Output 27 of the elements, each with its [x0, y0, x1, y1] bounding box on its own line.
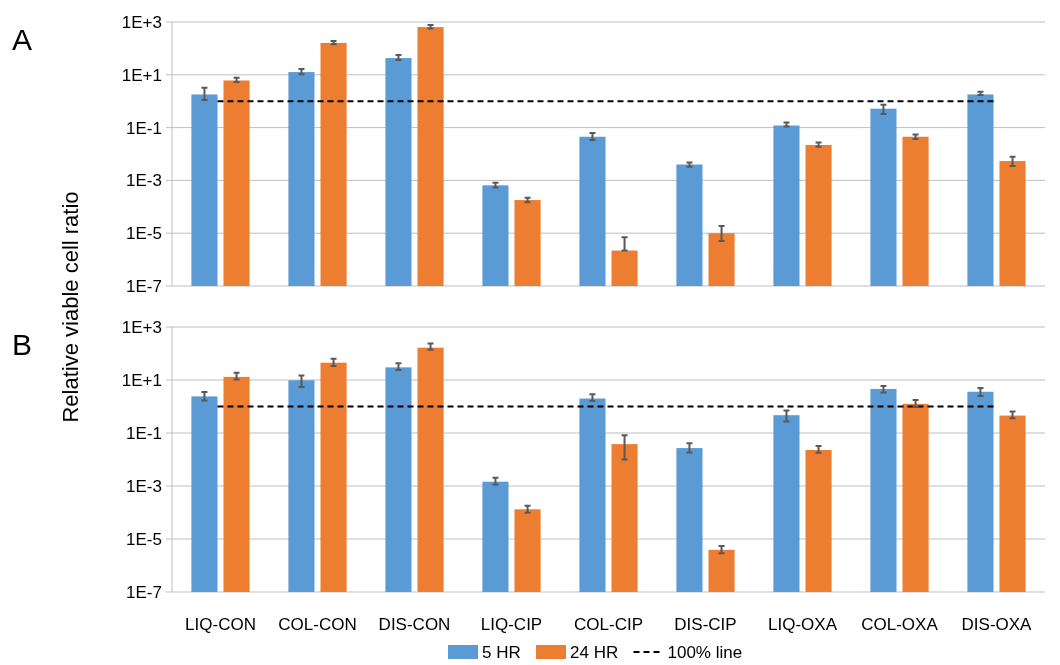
x-tick-label: LIQ-OXA	[768, 615, 838, 634]
y-tick-label: 1E-1	[126, 423, 162, 443]
y-tick-label: 1E+1	[121, 370, 162, 390]
y-tick-label: 1E-5	[126, 529, 162, 549]
y-tick-label: 1E-7	[126, 582, 162, 602]
y-tick-label: 1E+3	[121, 317, 162, 337]
x-tick-label: LIQ-CON	[185, 615, 256, 634]
y-tick-label: 1E-3	[126, 476, 162, 496]
y-axis-title: Relative viable cell ratio	[58, 191, 83, 423]
y-tick-label: 1E+3	[121, 12, 162, 32]
y-tick-label: 1E-3	[126, 171, 162, 191]
chart-title: A	[12, 23, 33, 56]
x-tick-label: COL-CIP	[574, 615, 643, 634]
x-tick-label: COL-OXA	[861, 615, 939, 634]
x-tick-label: DIS-OXA	[961, 615, 1033, 634]
x-tick-label: LIQ-CIP	[480, 615, 543, 634]
y-tick-label: 1E-5	[126, 224, 162, 244]
y-tick-label: 1E+1	[121, 65, 162, 85]
x-tick-label: COL-CON	[278, 615, 357, 634]
legend-label: 24 HR	[570, 642, 619, 662]
y-tick-label: 1E-1	[126, 118, 162, 138]
x-tick-label: DIS-CON	[378, 615, 451, 634]
x-tick-label: DIS-CIP	[674, 615, 737, 634]
legend-label: 5 HR	[482, 642, 521, 662]
legend-label: 100% line	[667, 642, 743, 662]
chart-title: B	[12, 328, 33, 361]
y-tick-label: 1E-7	[126, 276, 162, 296]
